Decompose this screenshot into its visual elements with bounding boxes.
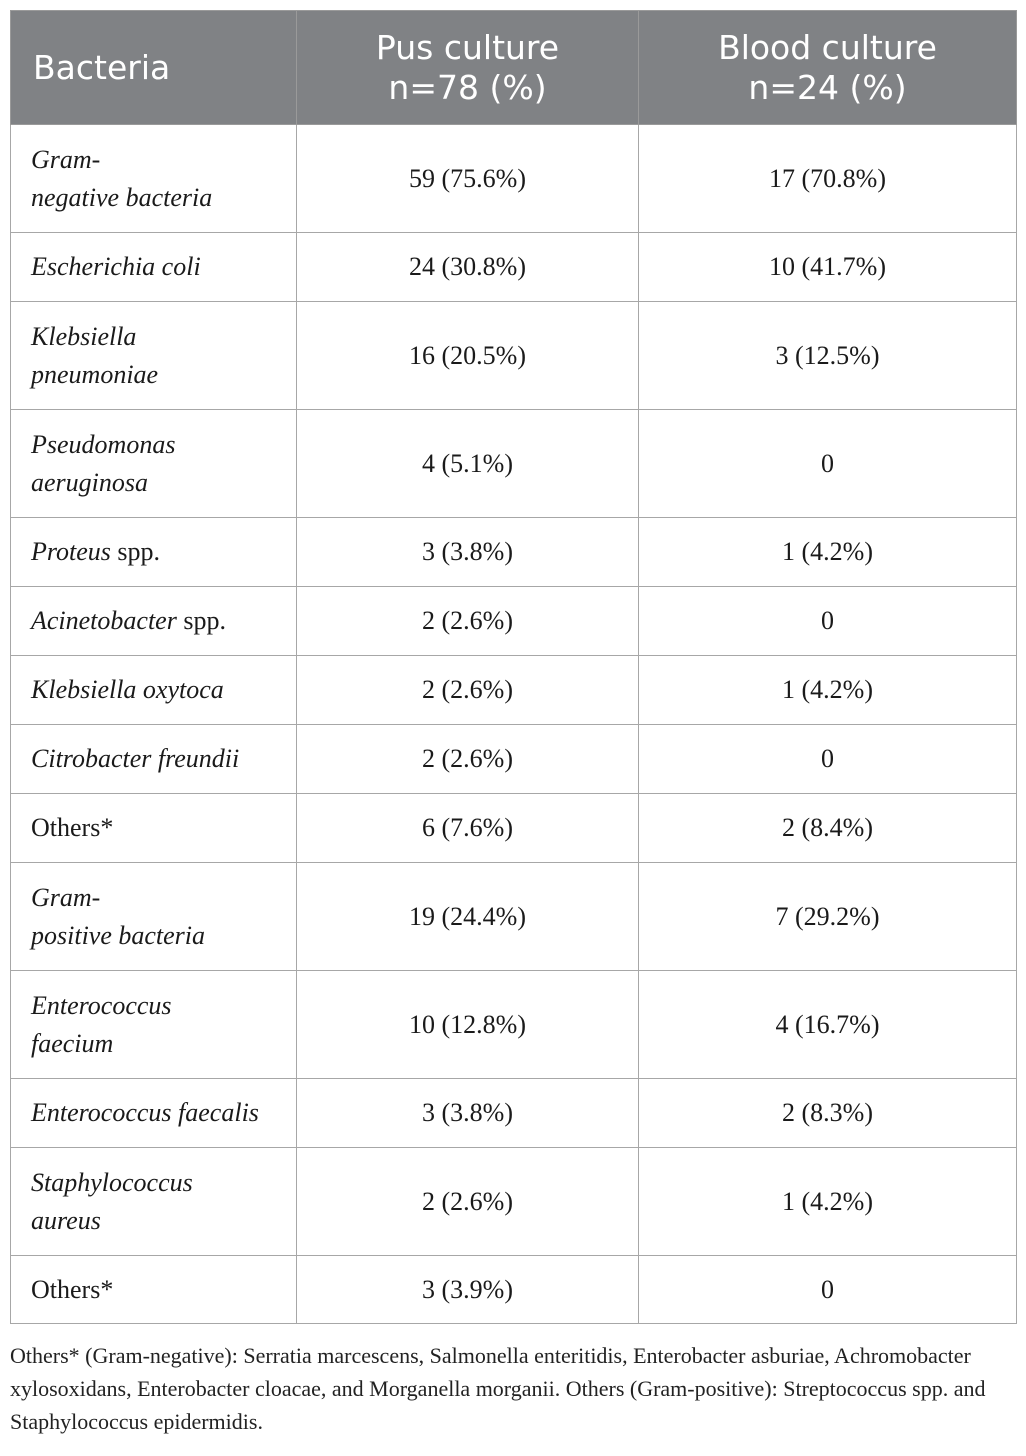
bacteria-name: Staphylococcus aureus	[10, 1147, 297, 1256]
pus-value: 2 (2.6%)	[296, 724, 639, 794]
bacteria-name: Escherichia coli	[10, 232, 297, 302]
pus-value: 2 (2.6%)	[296, 655, 639, 725]
table-container: Bacteria Pus culture n=78 (%) Blood cultu…	[10, 10, 1017, 1438]
table-row: Gram-positive bacteria 19 (24.4%) 7 (29.…	[10, 862, 1017, 971]
blood-value: 0	[638, 1255, 1017, 1324]
table-row: Klebsiella oxytoca 2 (2.6%) 1 (4.2%)	[10, 655, 1017, 725]
table-row: Proteus spp. 3 (3.8%) 1 (4.2%)	[10, 517, 1017, 587]
table-row: Enterococcus faecium 10 (12.8%) 4 (16.7%)	[10, 970, 1017, 1079]
header-pus-culture: Pus culture n=78 (%)	[296, 10, 639, 125]
bacteria-name: Proteus spp.	[10, 517, 297, 587]
bacteria-name: Enterococcus faecalis	[10, 1078, 297, 1148]
blood-value: 17 (70.8%)	[638, 124, 1017, 233]
table-row: Others* 3 (3.9%) 0	[10, 1255, 1017, 1324]
table-row: Klebsiella pneumoniae 16 (20.5%) 3 (12.5%…	[10, 301, 1017, 410]
blood-value: 2 (8.3%)	[638, 1078, 1017, 1148]
header-bacteria: Bacteria	[10, 10, 297, 125]
pus-value: 16 (20.5%)	[296, 301, 639, 410]
bacteria-name: Others*	[10, 1255, 297, 1324]
bacteria-name: Gram-negative bacteria	[10, 124, 297, 233]
pus-value: 59 (75.6%)	[296, 124, 639, 233]
pus-value: 3 (3.9%)	[296, 1255, 639, 1324]
blood-value: 10 (41.7%)	[638, 232, 1017, 302]
bacteria-name: Klebsiella oxytoca	[10, 655, 297, 725]
blood-value: 0	[638, 586, 1017, 656]
pus-value: 4 (5.1%)	[296, 409, 639, 518]
pus-value: 10 (12.8%)	[296, 970, 639, 1079]
blood-value: 0	[638, 409, 1017, 518]
blood-value: 4 (16.7%)	[638, 970, 1017, 1079]
pus-value: 3 (3.8%)	[296, 517, 639, 587]
blood-value: 2 (8.4%)	[638, 793, 1017, 863]
blood-value: 1 (4.2%)	[638, 517, 1017, 587]
table-row: Acinetobacter spp. 2 (2.6%) 0	[10, 586, 1017, 656]
blood-value: 1 (4.2%)	[638, 655, 1017, 725]
pus-value: 2 (2.6%)	[296, 586, 639, 656]
bacteria-table: Bacteria Pus culture n=78 (%) Blood cultu…	[10, 10, 1017, 1324]
blood-value: 0	[638, 724, 1017, 794]
blood-value: 3 (12.5%)	[638, 301, 1017, 410]
header-row: Bacteria Pus culture n=78 (%) Blood cultu…	[10, 10, 1017, 125]
table-row: Citrobacter freundii 2 (2.6%) 0	[10, 724, 1017, 794]
table-row: Others* 6 (7.6%) 2 (8.4%)	[10, 793, 1017, 863]
bacteria-name: Acinetobacter spp.	[10, 586, 297, 656]
table-row: Gram-negative bacteria 59 (75.6%) 17 (70…	[10, 124, 1017, 233]
table-row: Pseudomonas aeruginosa 4 (5.1%) 0	[10, 409, 1017, 518]
table-row: Enterococcus faecalis 3 (3.8%) 2 (8.3%)	[10, 1078, 1017, 1148]
bacteria-name: Klebsiella pneumoniae	[10, 301, 297, 410]
header-blood-culture: Blood culture n=24 (%)	[638, 10, 1017, 125]
bacteria-name: Enterococcus faecium	[10, 970, 297, 1079]
bacteria-name: Citrobacter freundii	[10, 724, 297, 794]
table-footnote: Others* (Gram-negative): Serratia marces…	[10, 1343, 986, 1434]
bacteria-name: Pseudomonas aeruginosa	[10, 409, 297, 518]
pus-value: 24 (30.8%)	[296, 232, 639, 302]
blood-value: 1 (4.2%)	[638, 1147, 1017, 1256]
pus-value: 3 (3.8%)	[296, 1078, 639, 1148]
table-row: Escherichia coli 24 (30.8%) 10 (41.7%)	[10, 232, 1017, 302]
pus-value: 19 (24.4%)	[296, 862, 639, 971]
blood-value: 7 (29.2%)	[638, 862, 1017, 971]
table-row: Staphylococcus aureus 2 (2.6%) 1 (4.2%)	[10, 1147, 1017, 1256]
pus-value: 2 (2.6%)	[296, 1147, 639, 1256]
pus-value: 6 (7.6%)	[296, 793, 639, 863]
bacteria-name: Gram-positive bacteria	[10, 862, 297, 971]
bacteria-name: Others*	[10, 793, 297, 863]
